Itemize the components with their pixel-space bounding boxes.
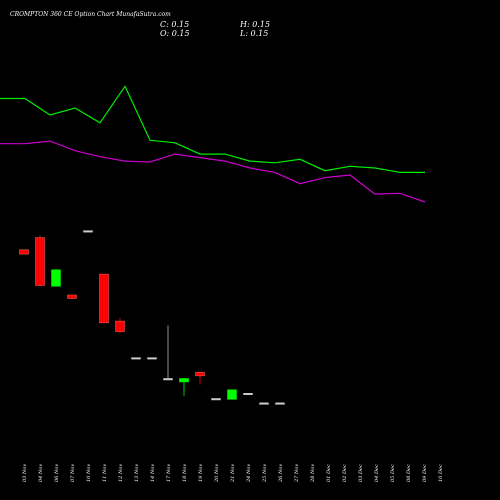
- candle: [163, 325, 173, 381]
- candles: [19, 230, 285, 405]
- candle: [275, 402, 285, 405]
- candle-body: [243, 393, 253, 396]
- high-value: H: 0.15: [239, 20, 270, 29]
- candle-body: [67, 294, 77, 299]
- candle-body: [179, 378, 189, 383]
- x-tick-label: 02 Dec: [342, 464, 348, 482]
- candle: [179, 378, 189, 396]
- x-tick-label: 18 Nov: [182, 464, 188, 482]
- candle-body: [227, 389, 237, 400]
- candle-body: [259, 402, 269, 405]
- x-tick-label: 19 Nov: [198, 464, 204, 482]
- candle-body: [35, 237, 45, 286]
- x-tick-label: 10 Dec: [438, 464, 444, 482]
- x-tick-label: 06 Nov: [54, 464, 60, 482]
- candle: [227, 389, 237, 400]
- x-tick-label: 01 Dec: [326, 464, 332, 482]
- candle: [259, 402, 269, 405]
- candle: [147, 357, 157, 360]
- x-tick-label: 26 Nov: [278, 464, 284, 483]
- x-tick-label: 08 Dec: [406, 464, 412, 482]
- ma-long-line: [0, 140, 426, 203]
- x-tick-label: 03 Nov: [22, 464, 28, 482]
- candle: [19, 249, 29, 255]
- chart-title: CROMPTON 360 CE Option Chart MunafaSutra…: [10, 11, 171, 18]
- candle-body: [275, 402, 285, 405]
- close-value: C: 0.15: [160, 20, 189, 29]
- moving-average-lines: [0, 85, 426, 203]
- low-value: L: 0.15: [239, 29, 268, 38]
- candle-body: [131, 357, 141, 360]
- candle-body: [51, 269, 61, 287]
- x-tick-label: 28 Nov: [310, 464, 316, 483]
- candle: [35, 235, 45, 287]
- candle: [211, 398, 221, 401]
- ma-short-line: [0, 85, 425, 173]
- candle-body: [99, 273, 109, 324]
- x-tick-label: 04 Dec: [374, 464, 380, 482]
- x-tick-label: 20 Nov: [214, 464, 220, 483]
- x-tick-label: 13 Nov: [134, 464, 140, 482]
- x-tick-label: 03 Dec: [358, 464, 364, 482]
- candle-body: [19, 249, 29, 255]
- x-tick-label: 07 Nov: [70, 464, 76, 482]
- candle: [51, 268, 61, 287]
- candle: [115, 317, 125, 334]
- x-tick-label: 24 Nov: [246, 464, 252, 483]
- candle-body: [115, 320, 125, 332]
- candle-body: [83, 230, 93, 233]
- candle: [131, 357, 141, 360]
- x-tick-label: 27 Nov: [294, 464, 300, 483]
- x-tick-label: 10 Nov: [86, 464, 92, 482]
- x-tick-label: 17 Nov: [166, 464, 172, 482]
- x-tick-label: 21 Nov: [230, 464, 236, 483]
- x-tick-label: 12 Nov: [118, 464, 124, 482]
- x-tick-label: 04 Nov: [38, 464, 44, 482]
- open-value: O: 0.15: [160, 29, 190, 38]
- candle: [195, 372, 205, 385]
- candle-body: [195, 372, 205, 377]
- candle: [83, 230, 93, 233]
- candle: [243, 393, 253, 396]
- x-tick-label: 05 Dec: [390, 464, 396, 482]
- candle: [99, 273, 109, 324]
- x-axis-ticks: 03 Nov 04 Nov 06 Nov 07 Nov 10 Nov 11 Nov 12 N…: [22, 464, 444, 483]
- x-tick-label: 25 Nov: [262, 464, 268, 483]
- candle-body: [163, 378, 173, 381]
- candle: [67, 294, 77, 299]
- x-tick-label: 14 Nov: [150, 464, 156, 482]
- candle-body: [211, 398, 221, 401]
- x-tick-label: 11 Nov: [102, 464, 108, 482]
- x-tick-label: 09 Dec: [422, 464, 428, 482]
- candle-body: [147, 357, 157, 360]
